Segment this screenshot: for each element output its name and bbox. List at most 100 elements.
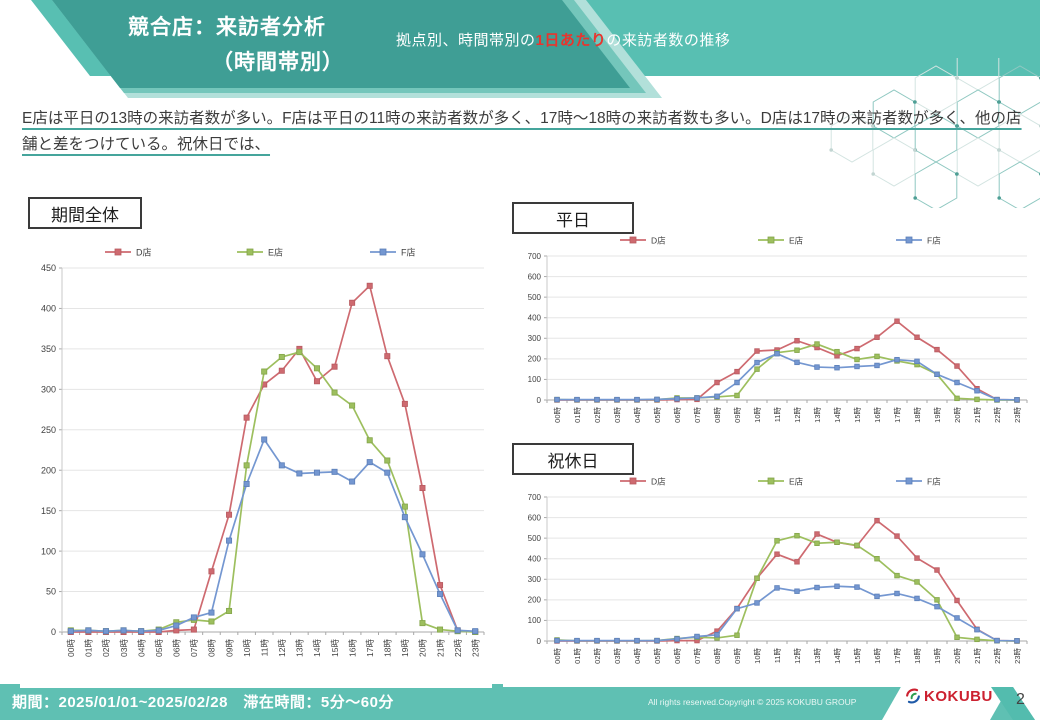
svg-text:10時: 10時 — [242, 639, 252, 657]
svg-text:300: 300 — [528, 334, 542, 343]
summary-text: E店は平日の13時の来訪者数が多い。F店は平日の11時の来訪者数が多く、17時～… — [22, 110, 1022, 153]
svg-text:10時: 10時 — [753, 648, 762, 664]
svg-text:400: 400 — [41, 304, 56, 314]
svg-text:07時: 07時 — [693, 648, 702, 664]
svg-text:D店: D店 — [651, 477, 666, 487]
svg-text:00時: 00時 — [66, 639, 76, 657]
svg-text:18時: 18時 — [383, 639, 393, 657]
svg-text:400: 400 — [528, 555, 542, 564]
svg-text:250: 250 — [41, 425, 56, 435]
svg-text:600: 600 — [528, 513, 542, 522]
svg-text:01時: 01時 — [573, 407, 582, 423]
svg-text:22時: 22時 — [993, 648, 1002, 664]
svg-text:600: 600 — [528, 272, 542, 281]
svg-text:F店: F店 — [401, 247, 416, 258]
section-label-weekday: 平日 — [512, 202, 634, 234]
svg-text:18時: 18時 — [913, 407, 922, 423]
svg-text:21時: 21時 — [973, 648, 982, 664]
svg-text:23時: 23時 — [470, 639, 480, 657]
svg-text:11時: 11時 — [259, 639, 269, 657]
svg-text:11時: 11時 — [773, 407, 782, 423]
svg-text:500: 500 — [528, 534, 542, 543]
svg-text:18時: 18時 — [913, 648, 922, 664]
svg-text:21時: 21時 — [973, 407, 982, 423]
chart-holiday: 0 100 200 300 400 500 600 700 00時 01時 02時 03時 04時 05時… — [503, 471, 1037, 687]
svg-text:19時: 19時 — [933, 407, 942, 423]
svg-text:06時: 06時 — [172, 639, 182, 657]
svg-text:200: 200 — [41, 465, 56, 475]
svg-text:09時: 09時 — [733, 648, 742, 664]
chart-overall: 0 50 100 150 200 250 300 350 400 450 00時 01時 02時 03時 0… — [20, 238, 492, 688]
kokubu-logo-icon — [906, 688, 920, 704]
svg-text:F店: F店 — [927, 236, 941, 246]
svg-text:17時: 17時 — [893, 648, 902, 664]
svg-text:450: 450 — [41, 263, 56, 273]
svg-text:400: 400 — [528, 314, 542, 323]
svg-text:20時: 20時 — [953, 648, 962, 664]
svg-text:02時: 02時 — [593, 407, 602, 423]
svg-text:05時: 05時 — [653, 407, 662, 423]
svg-text:03時: 03時 — [613, 407, 622, 423]
svg-text:22時: 22時 — [993, 407, 1002, 423]
svg-text:16時: 16時 — [347, 639, 357, 657]
svg-text:12時: 12時 — [793, 407, 802, 423]
hex-pattern-decoration — [829, 58, 1040, 208]
svg-text:03時: 03時 — [119, 639, 129, 657]
svg-text:16時: 16時 — [873, 407, 882, 423]
svg-text:02時: 02時 — [101, 639, 111, 657]
svg-text:13時: 13時 — [813, 648, 822, 664]
page-title-line1: 競合店：来訪者分析 — [128, 16, 326, 39]
svg-text:04時: 04時 — [136, 639, 146, 657]
svg-text:E店: E店 — [268, 247, 283, 258]
subtitle-highlight: 1日あたり — [535, 32, 607, 49]
svg-text:09時: 09時 — [733, 407, 742, 423]
svg-text:700: 700 — [528, 493, 542, 502]
page-number: 2 — [1016, 691, 1025, 708]
svg-text:14時: 14時 — [312, 639, 322, 657]
page-title-line2: （時間帯別） — [212, 51, 344, 74]
subtitle-prefix: 拠点別、時間帯別の — [396, 32, 536, 49]
svg-text:0: 0 — [51, 627, 56, 637]
svg-text:500: 500 — [528, 293, 542, 302]
svg-text:07時: 07時 — [693, 407, 702, 423]
svg-text:08時: 08時 — [713, 648, 722, 664]
svg-text:12時: 12時 — [277, 639, 287, 657]
footer-period-label: 期間：2025/01/01~2025/02/28 滞在時間：5分～60分 — [12, 694, 394, 711]
svg-text:16時: 16時 — [873, 648, 882, 664]
svg-text:23時: 23時 — [1013, 407, 1022, 423]
svg-text:22時: 22時 — [453, 639, 463, 657]
svg-text:08時: 08時 — [207, 639, 217, 657]
svg-text:0: 0 — [537, 637, 542, 646]
svg-text:14時: 14時 — [833, 407, 842, 423]
svg-text:350: 350 — [41, 344, 56, 354]
svg-text:11時: 11時 — [773, 648, 782, 664]
kokubu-logo-text: KOKUBU — [924, 687, 993, 705]
svg-text:15時: 15時 — [330, 639, 340, 657]
svg-text:19時: 19時 — [933, 648, 942, 664]
svg-text:14時: 14時 — [833, 648, 842, 664]
section-label-overall: 期間全体 — [28, 197, 142, 229]
svg-text:200: 200 — [528, 596, 542, 605]
chart-weekday: 0 100 200 300 400 500 600 700 00時 01時 02時 03時 04時 05時… — [503, 230, 1037, 444]
svg-text:100: 100 — [528, 616, 542, 625]
svg-text:100: 100 — [528, 375, 542, 384]
svg-text:E店: E店 — [789, 236, 804, 246]
svg-text:13時: 13時 — [295, 639, 305, 657]
svg-text:21時: 21時 — [435, 639, 445, 657]
svg-text:07時: 07時 — [189, 639, 199, 657]
svg-text:05時: 05時 — [653, 648, 662, 664]
svg-text:D店: D店 — [136, 247, 152, 258]
svg-text:15時: 15時 — [853, 407, 862, 423]
svg-text:F店: F店 — [927, 477, 941, 487]
svg-text:06時: 06時 — [673, 648, 682, 664]
svg-text:00時: 00時 — [553, 648, 562, 664]
svg-text:01時: 01時 — [84, 639, 94, 657]
svg-text:03時: 03時 — [613, 648, 622, 664]
svg-text:15時: 15時 — [853, 648, 862, 664]
svg-text:D店: D店 — [651, 236, 666, 246]
title-shape: 競合店：来訪者分析 （時間帯別） — [52, 0, 630, 88]
svg-text:200: 200 — [528, 355, 542, 364]
svg-text:23時: 23時 — [1013, 648, 1022, 664]
svg-text:E店: E店 — [789, 477, 804, 487]
